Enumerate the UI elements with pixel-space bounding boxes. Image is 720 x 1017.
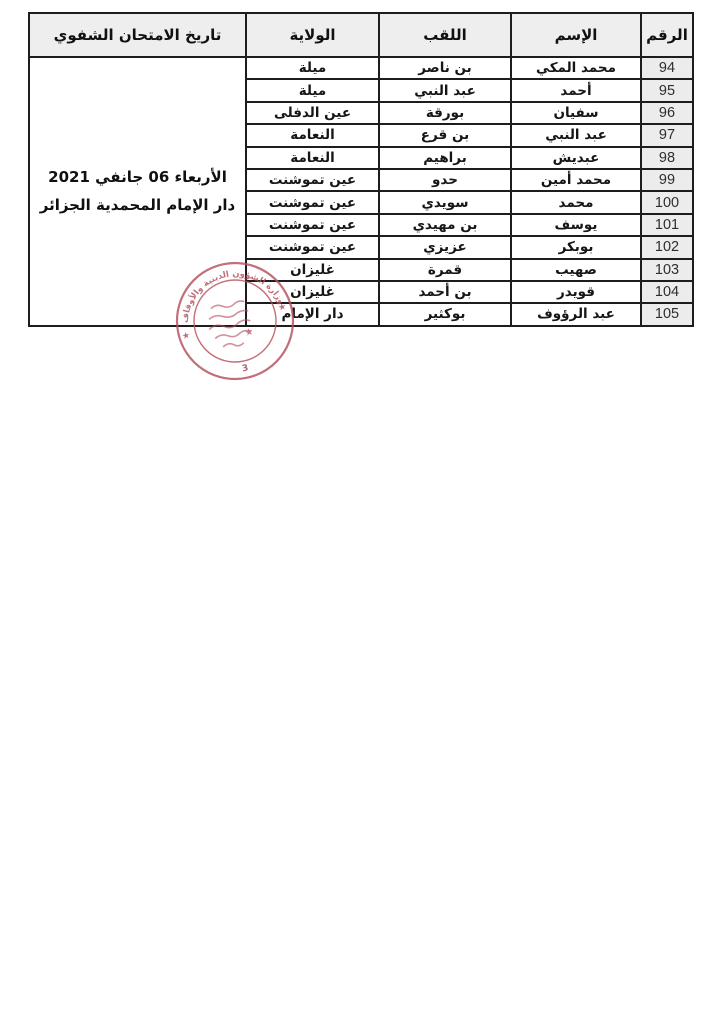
- exam-location-line: دار الإمام المحمدية الجزائر: [39, 196, 236, 215]
- cell-number: 103: [640, 257, 694, 282]
- cell-number: 104: [640, 279, 694, 305]
- table-row: 103 صهيب قمرة غليزان: [29, 257, 694, 282]
- cell-wilaya: عين تموشنت: [245, 235, 380, 260]
- cell-name: عبد الرؤوف: [510, 302, 642, 327]
- cell-wilaya: ميلة: [245, 55, 380, 81]
- cell-number: 99: [640, 167, 694, 193]
- cell-number: 100: [640, 190, 694, 215]
- table-row: 95 أحمد عبد النبي ميلة: [29, 78, 694, 103]
- cell-wilaya: عين الدفلى: [245, 100, 380, 126]
- cell-name: سفيان: [510, 100, 642, 126]
- cell-surname: سويدي: [378, 190, 512, 215]
- cell-number: 98: [640, 145, 694, 170]
- cell-wilaya: عين تموشنت: [245, 212, 380, 238]
- cell-surname: حدو: [378, 167, 512, 193]
- cell-wilaya: غليزان: [245, 257, 380, 282]
- cell-number: 101: [640, 212, 694, 238]
- cell-name: يوسف: [510, 212, 642, 238]
- table-row: 100 محمد سويدي عين تموشنت: [29, 190, 694, 215]
- cell-wilaya: دار الإمام: [245, 302, 380, 327]
- cell-surname: بن ناصر: [378, 55, 512, 81]
- cell-name: محمد المكي: [510, 55, 642, 81]
- cell-name: عبديش: [510, 145, 642, 170]
- cell-surname: بن قرع: [378, 123, 512, 148]
- cell-wilaya: غليزان: [245, 279, 380, 305]
- table-row: 94 محمد المكي بن ناصر ميلة الأربعاء 06 ج…: [28, 55, 694, 327]
- cell-surname: عزيزي: [378, 235, 512, 260]
- cell-name: أحمد: [510, 78, 642, 103]
- header-row: الرقم الإسم اللقب الولاية تاريخ الامتحان…: [28, 12, 694, 58]
- cell-surname: قمرة: [378, 257, 512, 282]
- svg-text:★: ★: [244, 326, 255, 339]
- cell-surname: براهيم: [378, 145, 512, 170]
- cell-wilaya: عين تموشنت: [245, 167, 380, 193]
- cell-surname: بورقة: [378, 100, 512, 126]
- cell-name: صهيب: [510, 257, 642, 282]
- cell-surname: بن مهيدي: [378, 212, 512, 238]
- cell-surname: بن أحمد: [378, 279, 512, 305]
- exam-results-table: الرقم الإسم اللقب الولاية تاريخ الامتحان…: [28, 12, 694, 327]
- header-number: الرقم: [640, 12, 694, 58]
- cell-number: 102: [640, 235, 694, 260]
- cell-wilaya: ميلة: [245, 78, 380, 103]
- header-wilaya: الولاية: [245, 12, 380, 58]
- stamp-bottom-number: 3: [241, 363, 249, 374]
- table-row: 101 يوسف بن مهيدي عين تموشنت: [29, 212, 694, 238]
- stamp-star-left-icon: ★: [181, 331, 191, 342]
- cell-number: 94: [640, 55, 694, 81]
- cell-surname: بوكثير: [378, 302, 512, 327]
- table-row: 96 سفيان بورقة عين الدفلى: [29, 100, 694, 126]
- cell-name: محمد أمين: [510, 167, 642, 193]
- table-row: 98 عبديش براهيم النعامة: [29, 145, 694, 170]
- cell-number: 96: [640, 100, 694, 126]
- cell-wilaya: النعامة: [245, 145, 380, 170]
- cell-surname: عبد النبي: [378, 78, 512, 103]
- exam-date-cell: الأربعاء 06 جانفي 2021 دار الإمام المحمدي…: [28, 56, 247, 327]
- cell-wilaya: عين تموشنت: [245, 190, 380, 215]
- header-exam-date: تاريخ الامتحان الشفوي: [28, 12, 247, 58]
- cell-number: 95: [640, 78, 694, 103]
- exam-date-line: الأربعاء 06 جانفي 2021: [48, 167, 227, 186]
- cell-number: 97: [640, 123, 694, 148]
- header-name: الإسم: [510, 12, 642, 58]
- cell-name: بوبكر: [510, 235, 642, 260]
- table-row: 99 محمد أمين حدو عين تموشنت: [29, 167, 694, 193]
- cell-wilaya: النعامة: [245, 123, 380, 148]
- cell-number: 105: [640, 302, 694, 327]
- header-surname: اللقب: [378, 12, 512, 58]
- table-row: 105 عبد الرؤوف بوكثير دار الإمام: [29, 302, 694, 327]
- cell-name: محمد: [510, 190, 642, 215]
- table-row: 102 بوبكر عزيزي عين تموشنت: [29, 235, 694, 260]
- cell-name: قويدر: [510, 279, 642, 305]
- table-row: 97 عبد النبي بن قرع النعامة: [29, 123, 694, 148]
- cell-name: عبد النبي: [510, 123, 642, 148]
